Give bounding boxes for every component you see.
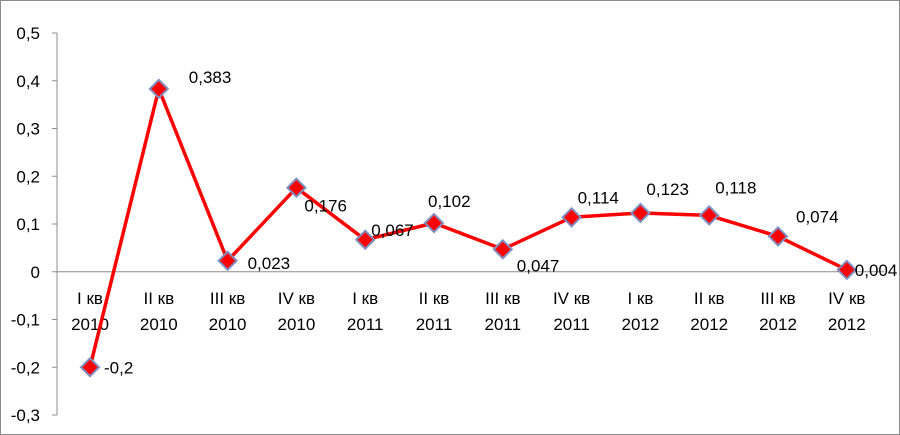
x-tick-label: IV кв 2010 (277, 289, 315, 334)
x-tick-label: III кв 2012 (759, 289, 797, 334)
y-tick-label: 0,1 (16, 215, 40, 234)
y-tick-label: 0,3 (16, 120, 40, 139)
y-axis-ticks: 0,5 0,4 0,3 0,2 0,1 0 -0,1 -0,2 -0,3 (11, 24, 57, 425)
y-tick-label: -0,1 (11, 311, 40, 330)
data-label: 0,383 (189, 68, 232, 87)
y-tick-label: -0,2 (11, 358, 40, 377)
x-tick-label: I кв 2012 (621, 289, 659, 334)
series-line (88, 87, 848, 368)
data-label: 0,123 (646, 180, 689, 199)
data-marker (836, 259, 858, 281)
x-tick-label: I кв 2011 (347, 289, 384, 334)
y-tick-label: 0,2 (16, 167, 40, 186)
data-label: 0,176 (304, 197, 347, 216)
data-marker (423, 212, 445, 234)
data-marker (561, 206, 583, 228)
data-label: -0,2 (104, 358, 133, 377)
data-label: 0,067 (371, 221, 414, 240)
x-tick-label: III кв 2010 (209, 289, 247, 334)
y-tick-label: 0 (31, 263, 40, 282)
data-marker (217, 250, 239, 272)
x-tick-label: III кв 2011 (485, 289, 522, 334)
x-tick-label: IV кв 2012 (828, 289, 866, 334)
data-marker (492, 238, 514, 260)
data-label: 0,023 (248, 254, 291, 273)
data-label: 0,047 (517, 256, 560, 275)
data-marker (698, 204, 720, 226)
data-markers (79, 78, 858, 378)
x-tick-label: II кв 2010 (140, 289, 178, 334)
data-marker (285, 177, 307, 199)
y-tick-label: 0,5 (16, 24, 40, 43)
data-marker (629, 202, 651, 224)
data-label: 0,004 (855, 261, 898, 280)
data-label: 0,102 (428, 192, 471, 211)
axes (56, 33, 884, 415)
data-marker (79, 356, 101, 378)
data-marker (354, 229, 376, 251)
x-tick-label: II кв 2012 (690, 289, 728, 334)
data-label: 0,114 (578, 188, 619, 207)
data-label: 0,118 (715, 178, 756, 197)
data-marker (148, 78, 170, 100)
data-marker (767, 226, 789, 247)
x-tick-label: IV кв 2011 (553, 289, 590, 334)
x-tick-label: II кв 2011 (416, 289, 453, 334)
y-tick-label: -0,3 (11, 406, 40, 425)
data-label: 0,074 (796, 207, 839, 226)
y-tick-label: 0,4 (16, 72, 40, 91)
data-labels: -0,2 0,383 0,023 0,176 0,067 0,102 0,047 0,114 0… (104, 68, 897, 377)
